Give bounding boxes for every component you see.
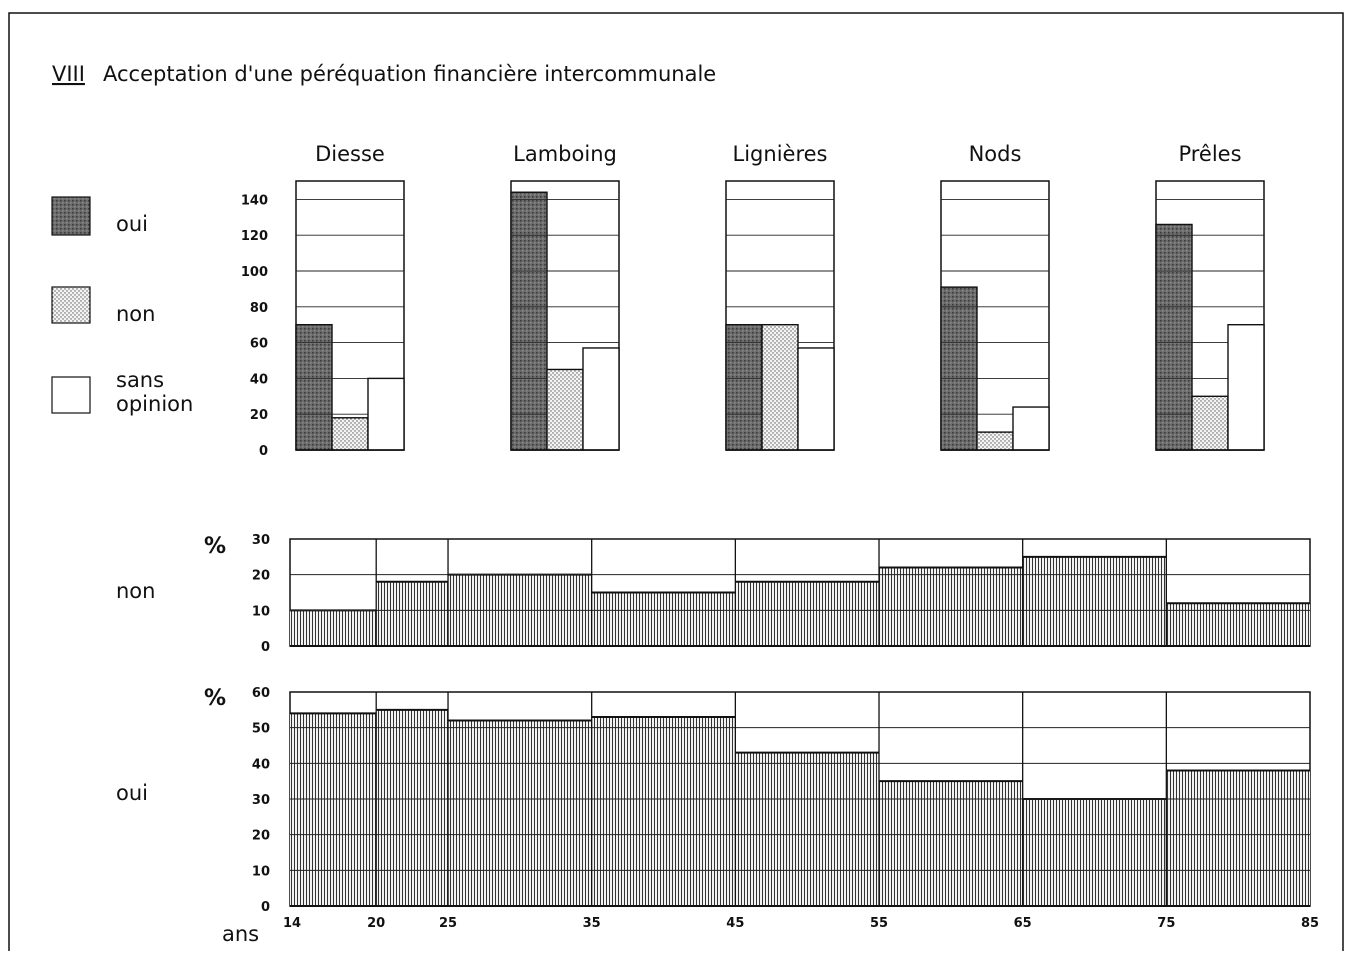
top-chart: Diesse Lamboing Lignières Nods Prêles — [295, 142, 1265, 451]
histogram-bar — [1022, 556, 1167, 646]
top-y-tick-label: 120 — [241, 229, 268, 244]
y-tick-label: 0 — [261, 640, 270, 655]
histogram-bar — [1166, 770, 1310, 906]
category-label: Prêles — [1178, 142, 1241, 166]
x-tick-label: 65 — [1014, 916, 1032, 931]
y-tick-label: 30 — [252, 793, 270, 808]
non-chart-unit: % — [204, 534, 226, 559]
x-tick-label: 45 — [726, 916, 744, 931]
legend: oui non sans opinion — [51, 196, 193, 416]
bar-non — [761, 324, 799, 451]
y-tick-label: 0 — [261, 900, 270, 915]
bar-non — [976, 431, 1014, 451]
non-chart: 0 10 20 30 — [252, 533, 1311, 655]
category-label: Nods — [969, 142, 1022, 166]
top-y-tick-label: 100 — [241, 265, 268, 280]
top-y-tick-label: 20 — [250, 408, 268, 423]
bar-non — [331, 417, 369, 451]
histogram-bar — [735, 752, 880, 906]
top-chart-y-axis: 0 20 40 60 80 100 120 140 — [241, 193, 268, 459]
bar-non — [1191, 395, 1229, 451]
histogram-bar — [879, 781, 1023, 906]
top-y-tick-label: 140 — [241, 193, 268, 208]
x-tick-label: 85 — [1301, 916, 1319, 931]
y-tick-label: 30 — [252, 533, 270, 548]
histogram-bar — [290, 610, 377, 646]
bar-sans-opinion — [1012, 406, 1050, 451]
y-tick-label: 40 — [252, 757, 270, 772]
x-tick-label: 55 — [870, 916, 888, 931]
legend-label-oui: oui — [116, 212, 148, 236]
histogram-bar — [591, 716, 736, 906]
x-tick-label: 35 — [583, 916, 601, 931]
legend-swatch-sans-opinion — [51, 376, 91, 414]
top-y-tick-label: 40 — [250, 372, 268, 387]
y-tick-label: 10 — [252, 604, 270, 619]
histogram-bar — [879, 567, 1023, 646]
bar-sans-opinion — [582, 347, 620, 451]
histogram-bar — [1166, 603, 1310, 646]
x-tick-label: 25 — [439, 916, 457, 931]
x-axis-title: ans — [222, 922, 259, 946]
x-tick-label: 20 — [367, 916, 385, 931]
bar-oui — [725, 324, 763, 451]
bar-oui — [510, 191, 548, 451]
oui-chart-label: oui — [116, 781, 148, 805]
bar-sans-opinion — [1227, 324, 1265, 451]
histogram-bar — [376, 581, 449, 646]
legend-label-opinion: opinion — [116, 392, 193, 416]
histogram-bar — [376, 709, 449, 906]
y-tick-label: 20 — [252, 569, 270, 584]
top-y-tick-label: 60 — [250, 337, 268, 352]
non-chart-label: non — [116, 579, 155, 603]
category-label: Lamboing — [513, 142, 617, 166]
bar-sans-opinion — [797, 347, 835, 451]
x-tick-label: 75 — [1157, 916, 1175, 931]
y-tick-label: 10 — [252, 864, 270, 879]
bar-non — [546, 368, 584, 451]
bar-oui — [1155, 223, 1193, 451]
legend-swatch-oui — [51, 196, 91, 236]
page-title: Acceptation d'une péréquation financière… — [103, 62, 716, 86]
legend-label-sans: sans — [116, 368, 164, 392]
y-tick-label: 50 — [252, 722, 270, 737]
legend-label-non: non — [116, 302, 155, 326]
category-label: Diesse — [315, 142, 385, 166]
oui-chart-unit: % — [204, 686, 226, 711]
category-label: Lignières — [733, 142, 828, 166]
x-tick-label: 14 — [283, 916, 301, 931]
histogram-bar — [290, 713, 377, 906]
histogram-bar — [591, 592, 736, 646]
bar-oui — [295, 324, 333, 451]
histogram-bar — [735, 581, 880, 646]
histogram-bar — [448, 720, 592, 906]
bar-oui — [940, 286, 978, 451]
top-y-tick-label: 80 — [250, 301, 268, 316]
top-y-tick-label: 0 — [259, 444, 268, 459]
outer-frame — [8, 12, 1344, 955]
y-tick-label: 60 — [252, 686, 270, 701]
bar-sans-opinion — [367, 377, 405, 451]
y-tick-label: 20 — [252, 829, 270, 844]
oui-chart: 0 10 20 30 40 50 60 14 20 25 35 45 55 65 75 85 — [252, 686, 1319, 931]
legend-swatch-non — [51, 286, 91, 324]
histogram-bar — [1022, 799, 1167, 906]
section-number: VIII — [52, 62, 85, 86]
